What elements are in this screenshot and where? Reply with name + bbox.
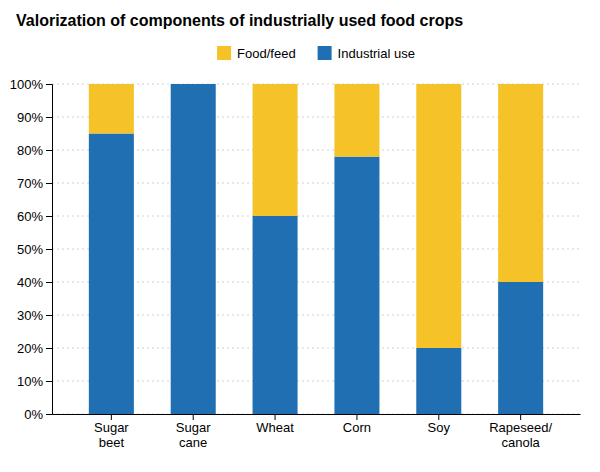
y-tick-mark [46, 414, 52, 415]
x-tick-label: Rapeseed/canola [489, 420, 552, 450]
x-tick: Wheat [256, 414, 294, 435]
x-tick: Rapeseed/canola [489, 414, 552, 450]
y-tick: 10% [17, 374, 52, 389]
bar [334, 157, 379, 414]
chart: Valorization of components of industrial… [0, 0, 600, 472]
x-axis: Sugarbeet Sugarcane Wheat Corn Soy Rapeseed/c… [53, 414, 581, 450]
x-tick-mark [275, 414, 276, 420]
y-axis: 0% 10% 20% 30% 40% 50% 60% 70% 80% 90% 100% [10, 77, 53, 422]
y-tick-mark [46, 84, 52, 85]
y-tick: 70% [17, 176, 52, 191]
y-tick-mark [46, 282, 52, 283]
x-tick-label: Sugarcane [176, 420, 211, 450]
bar [416, 84, 461, 348]
y-tick: 80% [17, 143, 52, 158]
y-tick-mark [46, 381, 52, 382]
y-tick-mark [46, 150, 52, 151]
x-tick: Sugarbeet [94, 414, 129, 450]
bar [416, 348, 461, 414]
y-tick-label: 50% [17, 242, 43, 257]
series [89, 84, 543, 348]
y-tick-label: 70% [17, 176, 43, 191]
y-tick-mark [46, 216, 52, 217]
x-tick-mark [193, 414, 194, 420]
bar [89, 134, 134, 415]
bar [171, 84, 216, 414]
x-tick-mark [438, 414, 439, 420]
x-tick-mark [111, 414, 112, 420]
y-tick-mark [46, 348, 52, 349]
y-tick-mark [46, 249, 52, 250]
y-tick: 100% [10, 77, 52, 92]
bar [498, 84, 543, 282]
bar [171, 84, 216, 85]
y-tick-label: 100% [10, 77, 44, 92]
y-tick-label: 80% [17, 143, 43, 158]
y-tick-mark [46, 315, 52, 316]
y-tick-label: 40% [17, 275, 43, 290]
legend: Food/feed Industrial use [217, 46, 415, 61]
legend-swatch [318, 46, 332, 60]
bar [253, 84, 298, 216]
bars [89, 84, 543, 414]
legend-item: Industrial use [318, 46, 415, 61]
y-tick-label: 0% [24, 407, 43, 422]
bar [498, 282, 543, 414]
x-tick-label: Wheat [256, 420, 294, 435]
y-tick-mark [46, 117, 52, 118]
y-tick-label: 90% [17, 110, 43, 125]
bar [253, 216, 298, 414]
y-tick: 90% [17, 110, 52, 125]
x-tick-mark [356, 414, 357, 420]
title: Valorization of components of industrial… [16, 12, 463, 29]
x-tick-mark [520, 414, 521, 420]
legend-label: Food/feed [237, 46, 296, 61]
y-tick-label: 30% [17, 308, 43, 323]
y-tick: 0% [24, 407, 52, 422]
x-tick: Corn [343, 414, 371, 435]
x-tick: Sugarcane [176, 414, 211, 450]
x-axis-line [53, 414, 581, 415]
y-tick-label: 60% [17, 209, 43, 224]
x-tick: Soy [428, 414, 451, 435]
y-tick-label: 20% [17, 341, 43, 356]
grid [52, 84, 580, 414]
y-tick: 50% [17, 242, 52, 257]
plot: 0% 10% 20% 30% 40% 50% 60% 70% 80% 90% 100% Sugarbe… [10, 77, 581, 451]
legend-label: Industrial use [338, 46, 415, 61]
bar [334, 84, 379, 157]
y-axis-line [46, 85, 53, 415]
x-tick-label: Corn [343, 420, 371, 435]
series [89, 84, 543, 414]
bar [89, 84, 134, 134]
y-tick: 60% [17, 209, 52, 224]
legend-item: Food/feed [217, 46, 296, 61]
legend-swatch [217, 46, 231, 60]
x-tick-label: Soy [428, 420, 451, 435]
y-tick: 30% [17, 308, 52, 323]
y-tick-label: 10% [17, 374, 43, 389]
y-tick: 40% [17, 275, 52, 290]
x-tick-label: Sugarbeet [94, 420, 129, 450]
y-tick-mark [46, 183, 52, 184]
y-tick: 20% [17, 341, 52, 356]
